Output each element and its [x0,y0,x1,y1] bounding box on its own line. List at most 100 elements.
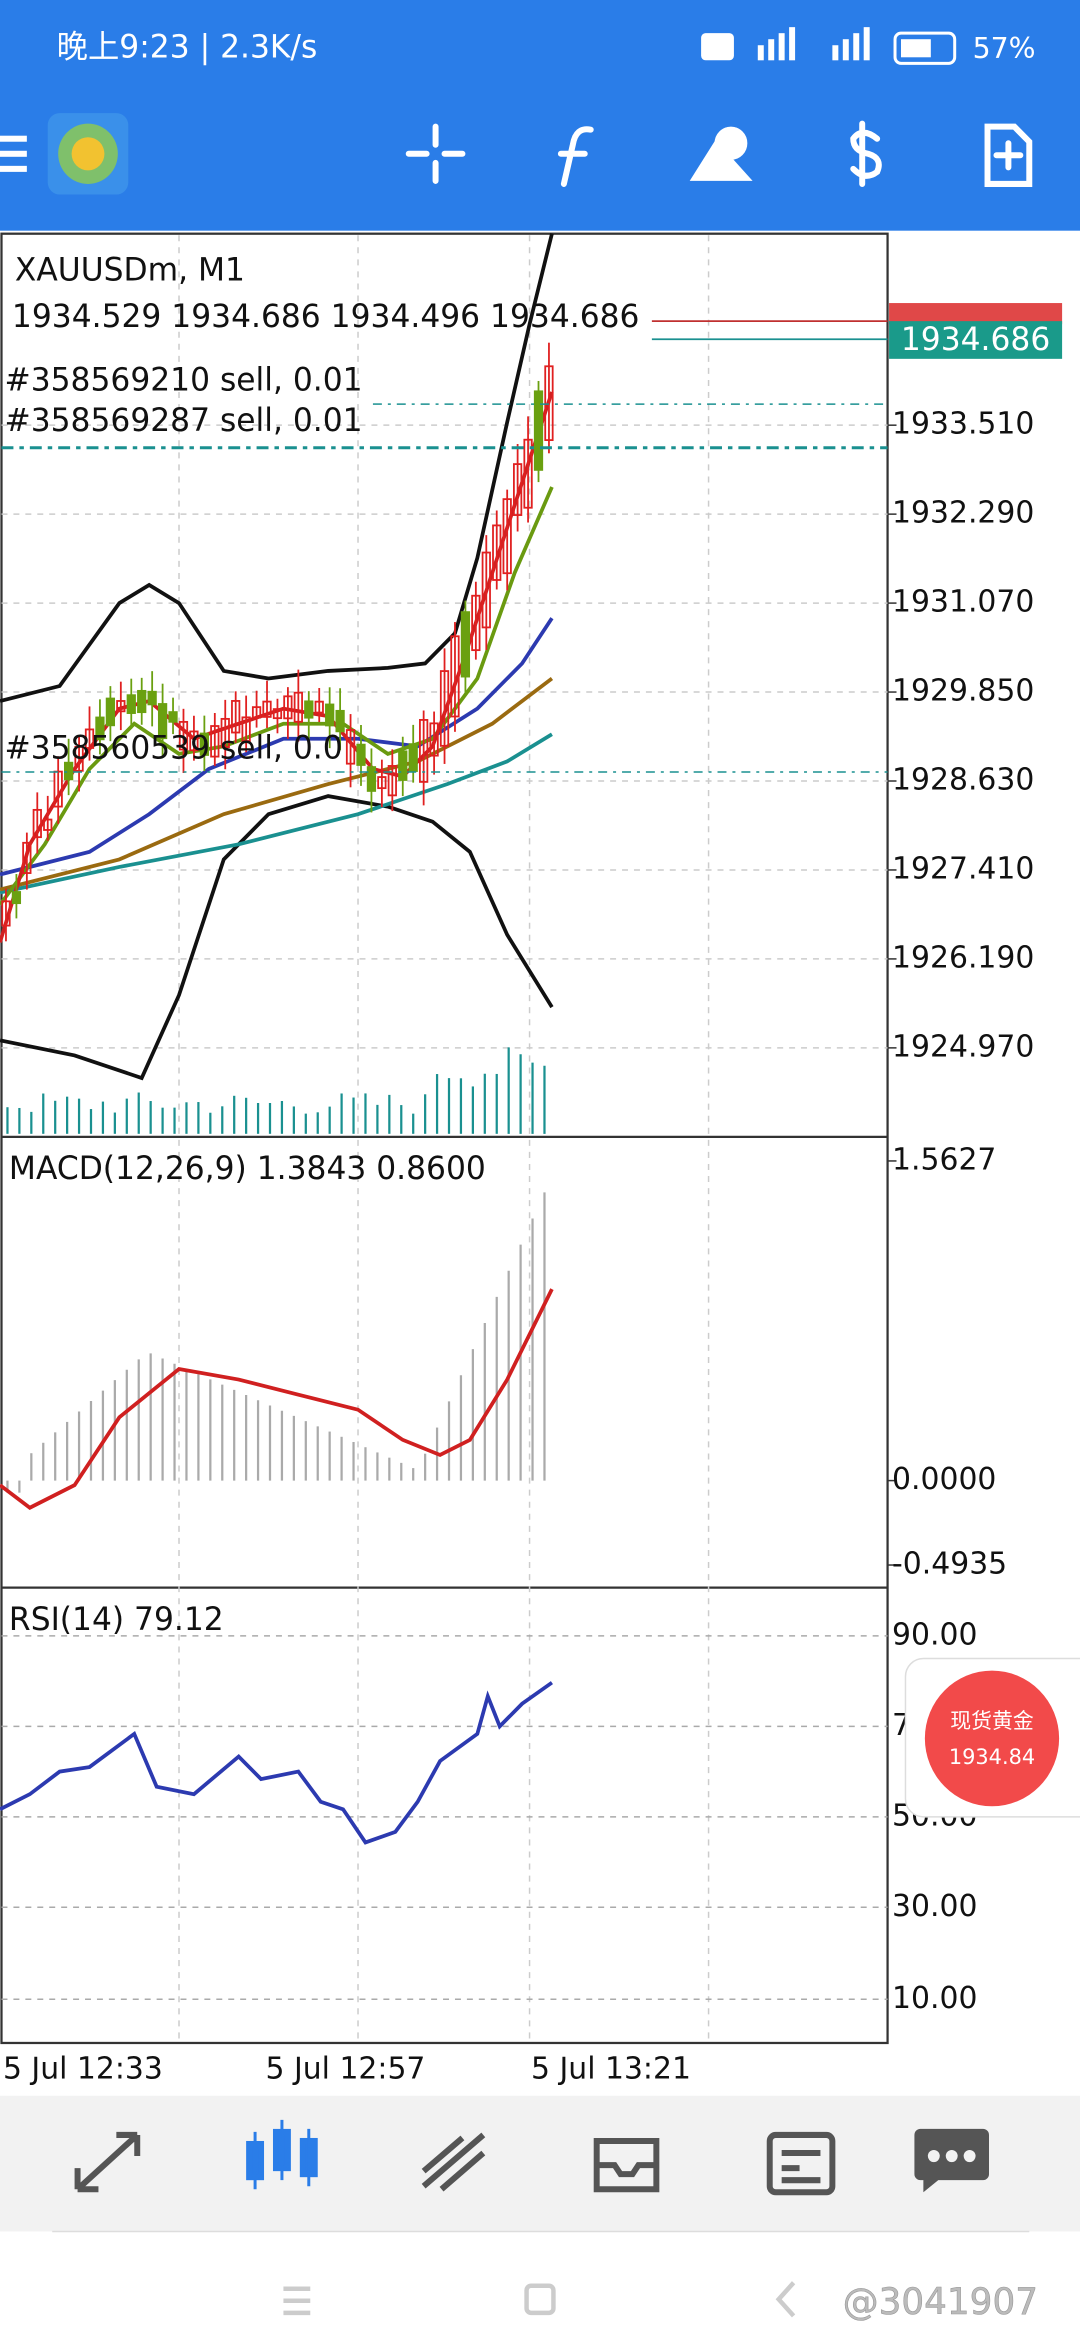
candle-body [429,722,439,757]
price-label: 1928.630 [892,762,1034,797]
candle-body [345,729,356,765]
candle-body [63,761,74,781]
candle-body [43,818,53,831]
battery: 57% [973,32,1036,65]
candle-body [210,725,220,758]
order-label: #358569210 sell, 0.01 [4,362,362,398]
bottom-nav [0,2095,1080,2232]
candle-body [11,891,22,905]
candle-body [220,717,230,749]
candle-body [377,776,387,790]
candle-body [492,524,502,581]
candle-body [137,689,147,714]
app-logo[interactable] [47,113,129,195]
price-label: 1933.510 [892,407,1034,442]
ask-badge [889,303,1063,325]
grid [1,235,888,2042]
macd-axis-label: -0.4935 [892,1546,1007,1581]
candle-body [189,730,199,752]
order-label: #358569287 sell, 0.01 [4,403,362,439]
chart-tab[interactable] [246,2119,318,2190]
new-order-button[interactable] [984,123,1033,187]
candle-body [178,720,189,751]
candle-body [387,765,397,797]
system-nav [283,2281,796,2318]
candle-body [74,745,84,772]
price-label: 1931.070 [892,584,1034,619]
menu[interactable] [0,135,27,172]
candle-body [502,498,512,575]
candle-body [95,716,105,741]
candle-body [304,700,314,719]
macd-histogram [6,1192,546,1493]
rsi-axis-label: 90.00 [892,1617,977,1652]
candle-body [32,808,42,839]
float-button[interactable]: 现货黄金 1934.84 [904,1657,1080,1818]
candle-body [157,703,168,740]
candle-body [199,732,209,756]
crosshair-button[interactable] [405,123,466,184]
price-label: 1924.970 [892,1029,1034,1064]
candle-body [283,695,293,720]
candle-body [471,594,481,652]
candle-body [460,611,471,678]
macd-signal [0,1288,554,1510]
indicator-button[interactable] [557,126,594,187]
candle-body [533,390,544,471]
candle-body [105,697,116,727]
candle-body [272,708,283,720]
candle-body [523,438,533,509]
symbol: XAUUSDm, M1 [15,252,245,288]
float-price: 1934.84 [949,1745,1035,1769]
bid-badge [889,321,1063,359]
macd-axis-label: 0.0000 [892,1462,996,1497]
quotes-tab[interactable] [74,2131,141,2193]
candle-body [544,365,554,441]
candle-body [126,694,136,714]
order-label: #358560539 sell, 0.0 [4,730,342,766]
status-time: 晚上9:23 | 2.3K/s [57,29,318,65]
candle-body [439,670,450,747]
status-icons [701,27,957,65]
trade-button[interactable] [850,120,882,187]
candle-body [419,719,429,783]
macd-axis-label: 1.5627 [892,1142,996,1177]
candles [1,342,554,942]
candle-body [366,766,377,792]
price-indicators [0,233,554,1081]
rsi-axis-label: 30.00 [892,1889,977,1924]
trade-tab[interactable] [421,2132,486,2192]
objects-button[interactable] [689,126,753,181]
candle-body [325,703,335,727]
candle-body [241,716,251,742]
rsi-axis-label: 10.00 [892,1981,977,2016]
candle-body [398,750,408,781]
app-bar [0,0,1080,231]
rsi-label: RSI(14) 79.12 [9,1602,224,1638]
candle-body [251,706,262,719]
chat-tab[interactable] [914,2128,990,2193]
candle-body [293,691,303,723]
candle-body [168,711,178,723]
price-label: 1929.850 [892,673,1034,708]
candle-body [84,728,95,749]
candle-body [262,700,272,718]
price-label: 1926.190 [892,940,1034,975]
time-label: 5 Jul 12:33 [3,2052,163,2087]
price-label: 1932.290 [892,496,1034,531]
macd-label: MACD(12,26,9) 1.3843 0.8600 [9,1151,486,1187]
news-tab[interactable] [766,2131,836,2196]
candle-body [481,551,491,629]
history-tab[interactable] [593,2137,660,2193]
time-label: 5 Jul 13:21 [531,2052,691,2087]
candle-body [408,743,418,772]
rsi-line [0,1681,554,1845]
candle-body [314,700,324,714]
watermark: @3041907 [843,2282,1038,2323]
chart-frame [0,232,889,2045]
candle-body [22,841,32,874]
time-label: 5 Jul 12:57 [266,2052,426,2087]
candle-body [513,463,523,516]
